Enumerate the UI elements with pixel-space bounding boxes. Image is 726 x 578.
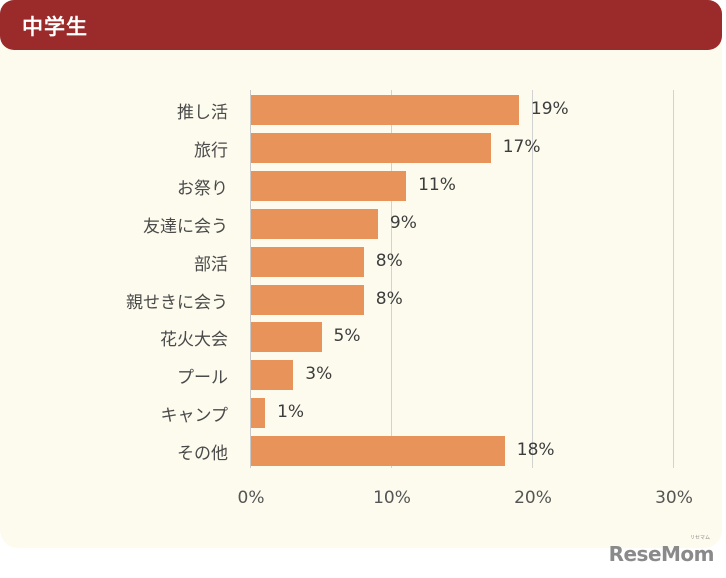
bar <box>251 246 364 277</box>
x-tick-label: 0% <box>237 488 265 508</box>
bar <box>251 398 266 429</box>
y-axis-line <box>250 90 251 468</box>
bar-row: その他 18% <box>0 436 726 467</box>
bar <box>251 322 322 353</box>
gridline-30 <box>673 90 674 468</box>
gridline-20 <box>532 90 533 468</box>
bar <box>251 132 491 163</box>
resemom-logo: ReseMom <box>608 542 715 566</box>
category-label: お祭り <box>177 178 228 199</box>
value-label: 19% <box>530 99 569 119</box>
category-label: 推し活 <box>177 103 228 123</box>
watermark-kana: リセマム <box>689 535 710 541</box>
bar <box>251 360 294 391</box>
x-tick-label: 20% <box>514 488 552 508</box>
value-label: 9% <box>389 212 417 233</box>
category-label: 旅行 <box>194 140 228 161</box>
bar-row: プール 3% <box>0 360 726 391</box>
category-label: 花火大会 <box>160 330 228 351</box>
value-label: 8% <box>375 250 403 271</box>
value-label: 1% <box>277 402 305 423</box>
bar <box>251 284 364 315</box>
bar-row: 推し活 19% <box>0 95 726 125</box>
category-label: その他 <box>177 444 228 465</box>
header-bar: 中学生 <box>0 0 722 50</box>
category-label: 部活 <box>194 254 228 275</box>
bar-row: 部活 8% <box>0 246 726 277</box>
value-label: 11% <box>418 174 456 195</box>
chart-title: 中学生 <box>22 15 88 39</box>
bar-row: キャンプ 1% <box>0 398 726 429</box>
value-label: 18% <box>516 440 555 461</box>
bar-row: 友達に会う 9% <box>0 208 726 239</box>
bar-row: 花火大会 5% <box>0 322 726 353</box>
value-label: 17% <box>502 136 541 157</box>
bar-row: 親せきに会う 8% <box>0 284 726 315</box>
value-label: 8% <box>375 288 403 309</box>
x-tick-label: 10% <box>373 488 411 508</box>
bar <box>251 208 378 239</box>
category-label: キャンプ <box>160 406 229 427</box>
value-label: 3% <box>305 364 333 385</box>
bar-row: お祭り 11% <box>0 170 726 201</box>
category-label: 友達に会う <box>143 216 228 237</box>
bar <box>251 170 407 201</box>
category-label: 親せきに会う <box>126 292 228 313</box>
bar-row: 旅行 17% <box>0 132 726 163</box>
x-tick-label: 30% <box>655 488 693 508</box>
value-label: 5% <box>333 326 361 347</box>
gridline-10 <box>391 90 392 468</box>
bar <box>251 95 519 125</box>
bar <box>251 436 505 467</box>
category-label: プール <box>177 368 228 389</box>
